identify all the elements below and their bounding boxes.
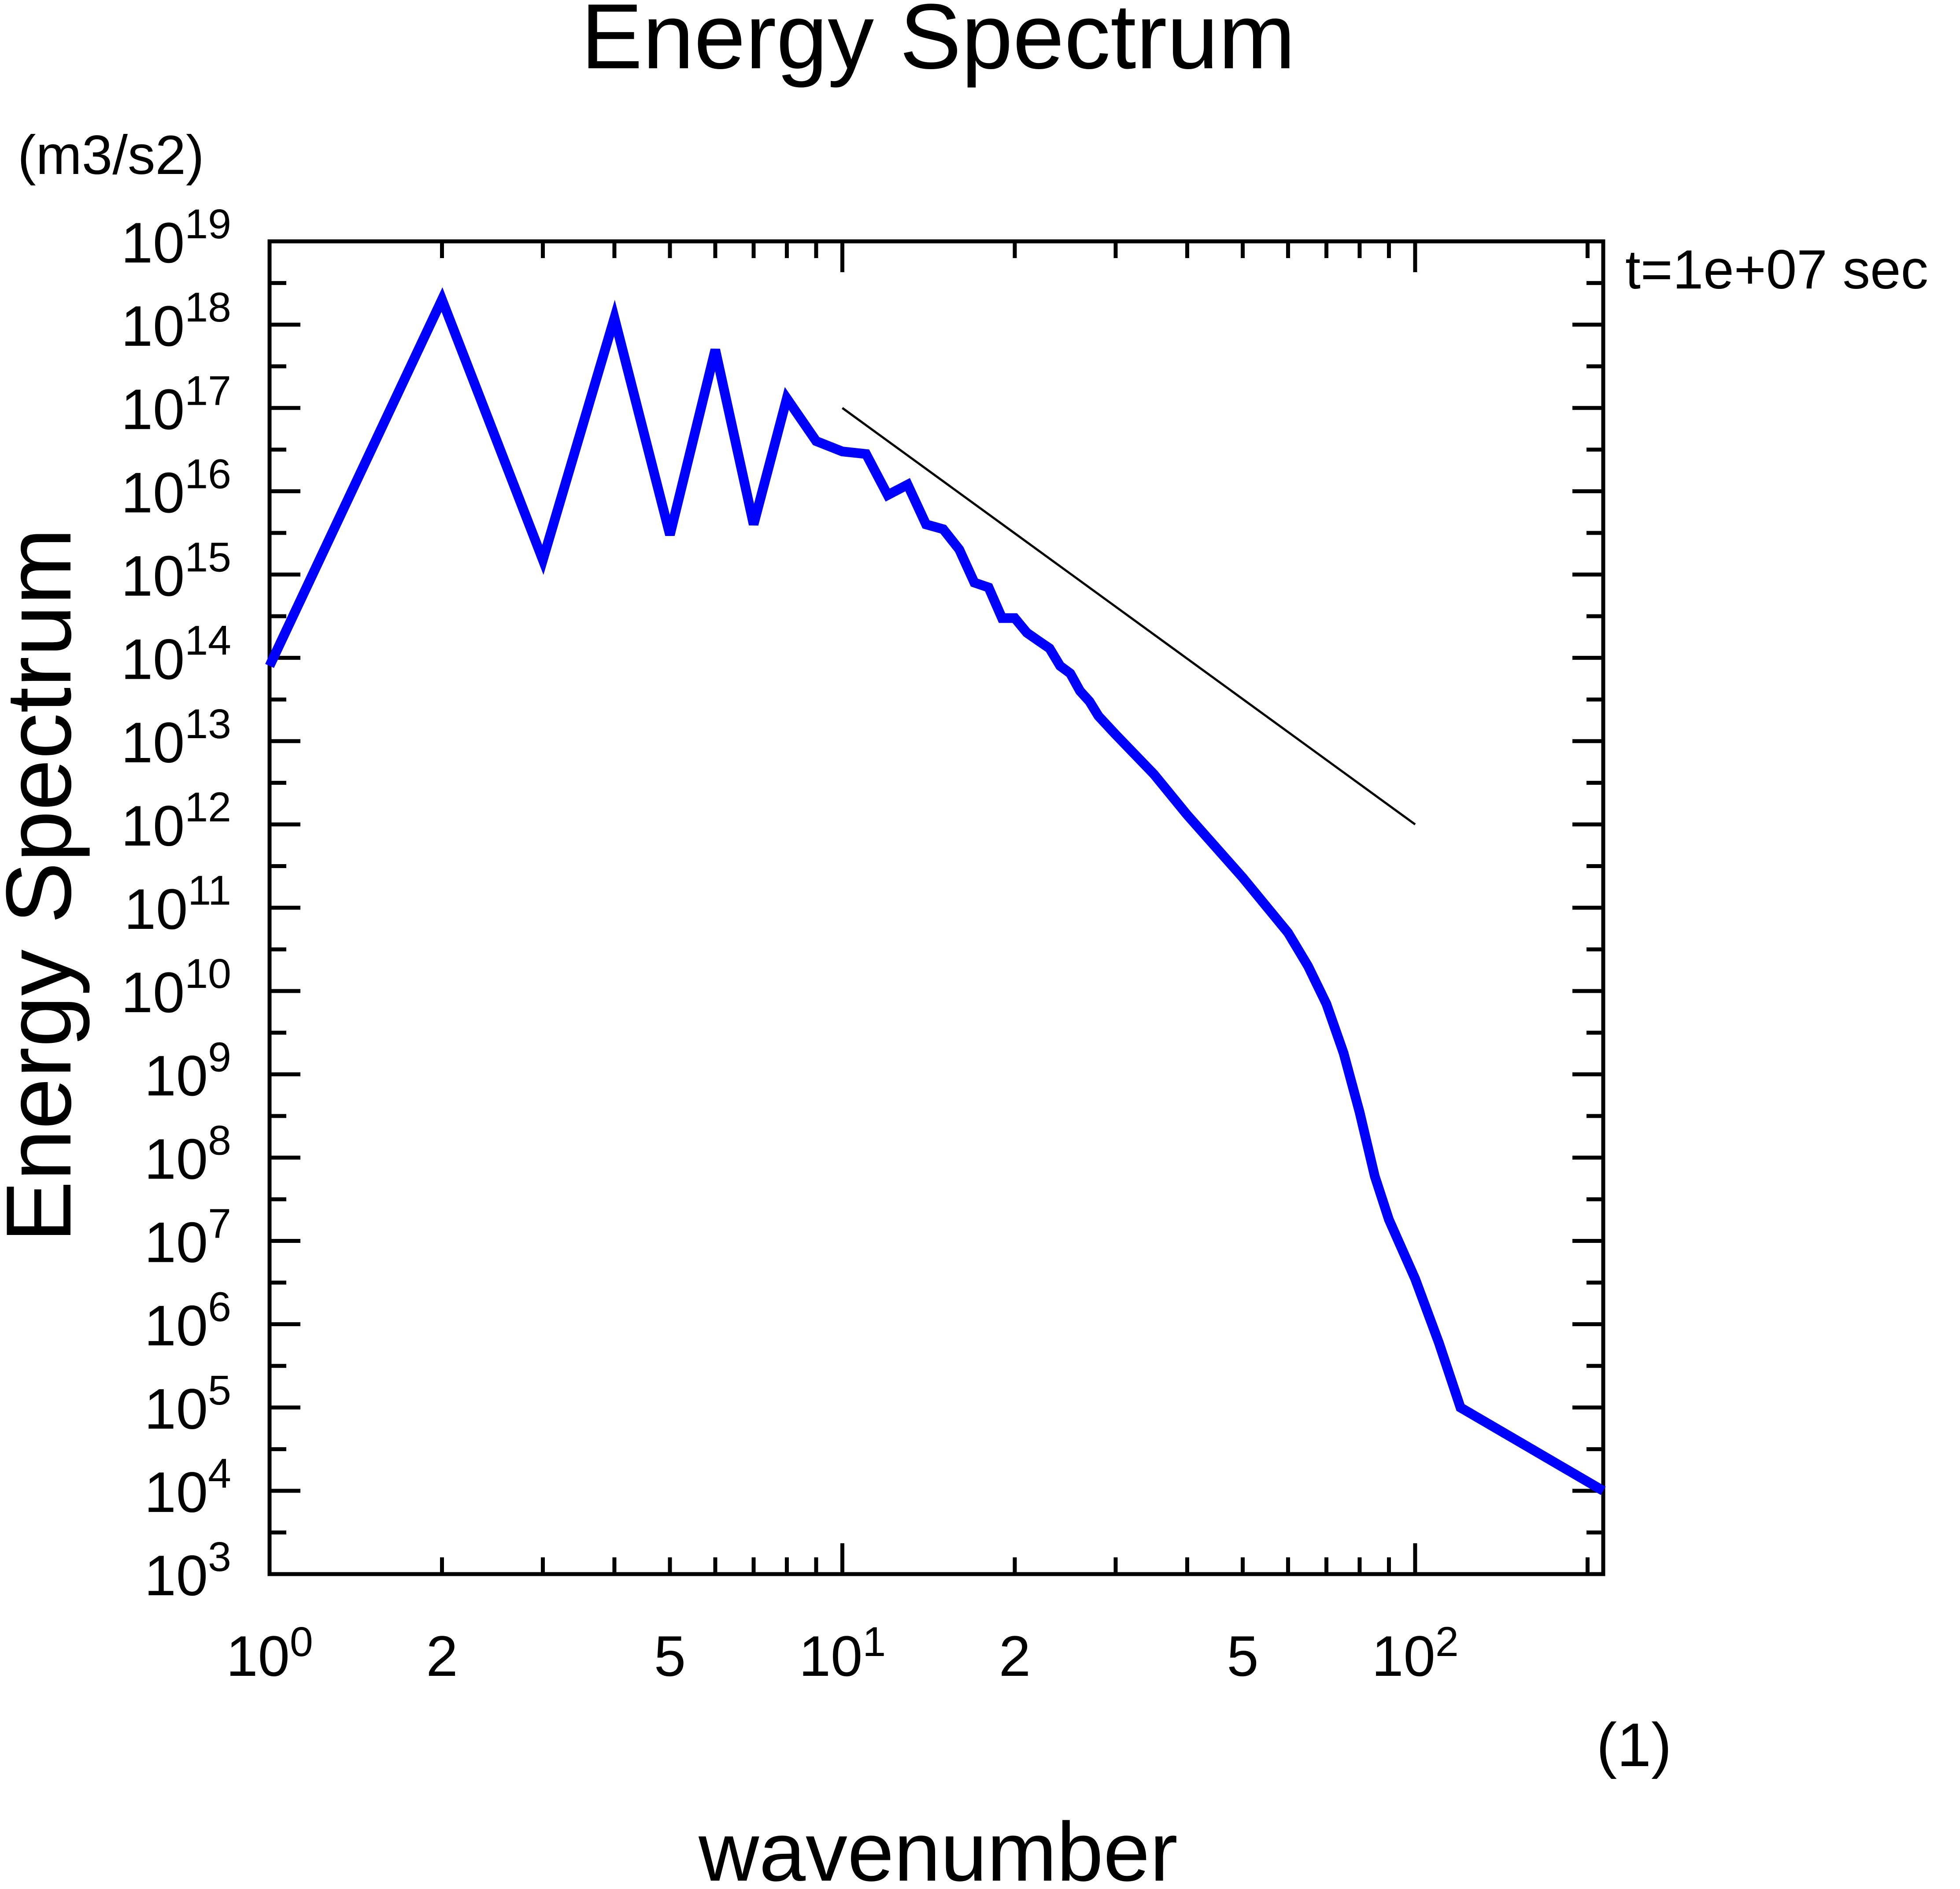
y-tick-label: 1012 [121, 784, 231, 858]
axis-ticks [267, 239, 1603, 1576]
y-tick-label: 108 [144, 1117, 231, 1191]
plot-frame [267, 239, 1605, 1576]
y-tick-label: 105 [144, 1367, 231, 1441]
y-tick-label: 1013 [121, 701, 231, 775]
x-tick-label: 5 [1227, 1624, 1258, 1688]
y-tick-label: 109 [144, 1034, 231, 1108]
y-tick-label: 1019 [121, 201, 231, 275]
y-axis-label: Energy Spectrum [0, 528, 90, 1242]
y-tick-label: 1011 [124, 867, 231, 941]
chart-title: Energy Spectrum [581, 0, 1295, 88]
x-tick-labels: 100 2 5 101 2 5 102 [226, 1619, 1458, 1688]
y-tick-label: 1015 [121, 534, 231, 608]
x-axis-label: wavenumber [698, 1805, 1178, 1889]
y-tick-labels: 103 104 105 106 107 108 109 1010 1011 1012 1013 101… [121, 201, 231, 1608]
y-tick-label: 1014 [121, 617, 231, 691]
y-tick-label: 1016 [121, 451, 231, 525]
y-tick-label: 1010 [121, 950, 231, 1024]
annotation-time: t=1e+07 sec [1625, 239, 1928, 300]
x-tick-label: 2 [999, 1624, 1031, 1688]
x-tick-label: 100 [226, 1619, 313, 1688]
y-tick-label: 106 [144, 1284, 231, 1358]
x-units-label: (1) [1596, 1710, 1672, 1779]
y-tick-label: 1017 [121, 367, 231, 441]
x-tick-label: 102 [1372, 1619, 1458, 1688]
y-tick-label: 107 [144, 1201, 231, 1275]
x-tick-label: 2 [426, 1624, 458, 1688]
series-line-energy-spectrum [265, 287, 1606, 1495]
series-line-reference-slope [842, 407, 1416, 825]
series-layer [265, 287, 1606, 1495]
y-tick-label: 104 [144, 1450, 231, 1524]
x-tick-label: 101 [799, 1619, 886, 1688]
x-tick-label: 5 [654, 1624, 686, 1688]
y-tick-label: 1018 [121, 284, 231, 358]
y-units-label: (m3/s2) [18, 125, 204, 186]
y-tick-label: 103 [144, 1534, 231, 1608]
